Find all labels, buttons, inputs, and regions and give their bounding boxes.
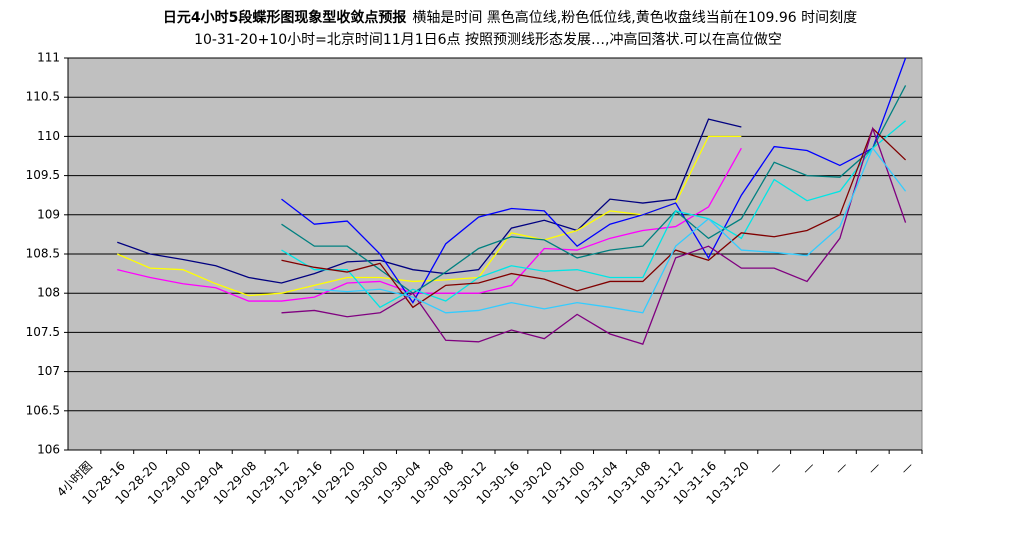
y-tick-label: 106 — [37, 443, 60, 457]
chart-title: 日元4小时5段蝶形图现象型收敛点预报 — [163, 9, 406, 26]
title-note: 横轴是时间 黑色高位线,粉色低位线,黄色收盘线当前在109.96 时间刻度 — [412, 9, 857, 26]
x-tick-label: — — [832, 459, 850, 477]
series-line — [281, 120, 906, 309]
series-line — [281, 57, 907, 304]
series-line — [281, 85, 907, 294]
y-tick-label: 109.5 — [26, 168, 60, 182]
y-tick-label: 107 — [37, 364, 60, 378]
y-tick-label: 109 — [37, 207, 60, 221]
chart-subtitle: 10-31-20+10小时=北京时间11月1日6点 按照预测线形态发展…,冲高回… — [194, 31, 782, 48]
y-tick-label: 106.5 — [26, 403, 60, 417]
y-tick-label: 111 — [37, 51, 60, 65]
series-line — [117, 118, 742, 284]
title-line: 日元4小时5段蝶形图现象型收敛点预报 横轴是时间 黑色高位线,粉色低位线,黄色收盘… — [163, 9, 857, 26]
y-tick-label: 110 — [37, 129, 60, 143]
series-line — [281, 126, 907, 345]
x-tick-label: — — [799, 459, 817, 477]
x-tick-label: — — [898, 459, 916, 477]
series-line — [314, 146, 907, 314]
y-tick-label: 110.5 — [26, 90, 60, 104]
y-tick-label: 107.5 — [26, 325, 60, 339]
series-line — [117, 147, 742, 302]
series-line — [281, 127, 907, 309]
series-line — [117, 135, 742, 297]
y-tick-label: 108.5 — [26, 247, 60, 261]
x-tick-label: — — [865, 459, 883, 477]
y-tick-label: 108 — [37, 286, 60, 300]
x-tick-label: — — [766, 459, 784, 477]
